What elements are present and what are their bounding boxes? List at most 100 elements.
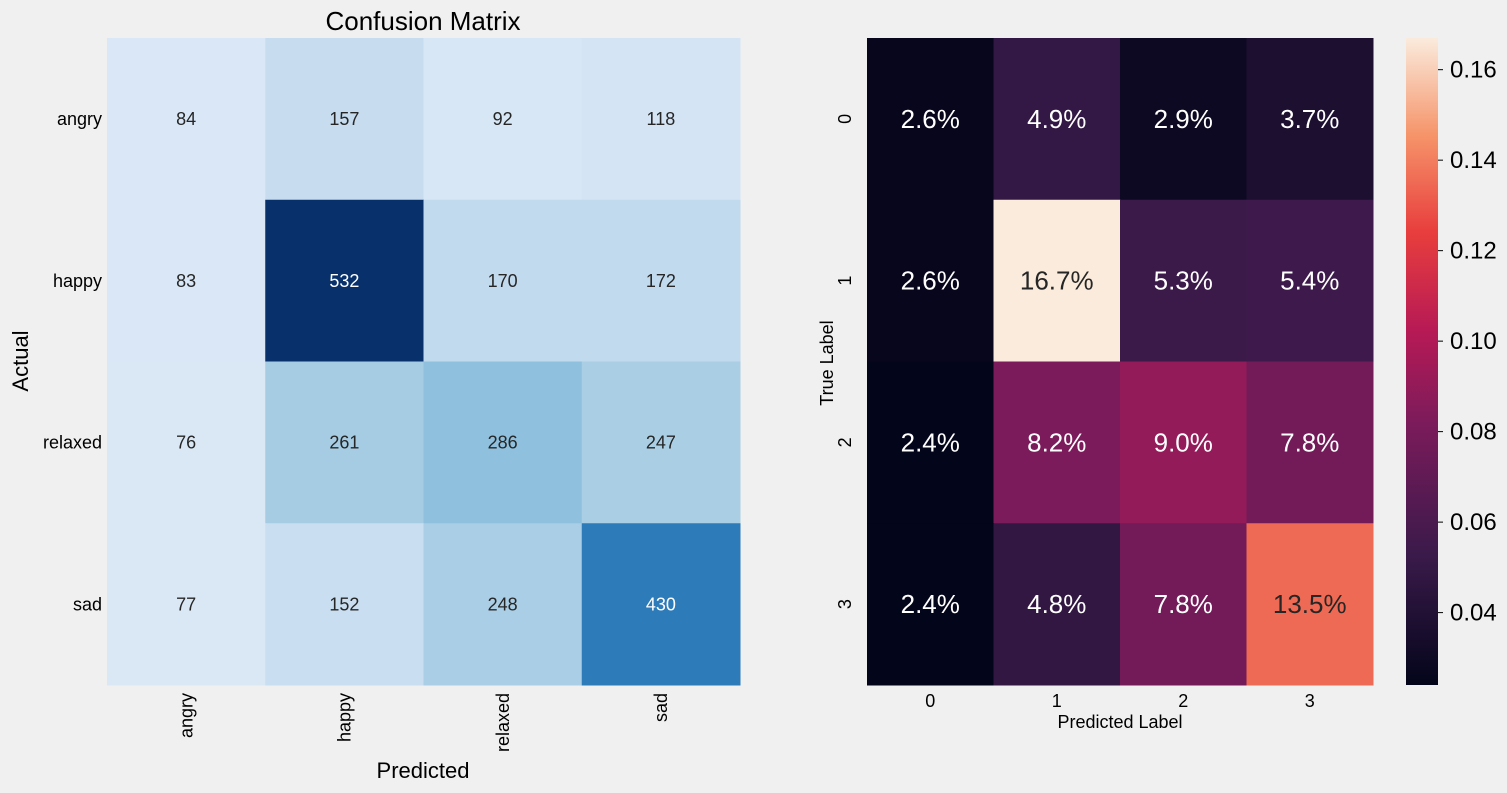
right-heatmap-cells [867, 38, 1374, 686]
heatmap-cell [1246, 361, 1374, 524]
cell-value-label: 2.9% [1154, 104, 1213, 134]
cell-value-label: 532 [329, 271, 359, 291]
cell-value-label: 248 [488, 594, 518, 614]
left-chart-title: Confusion Matrix [325, 6, 520, 36]
heatmap-cell [265, 523, 424, 686]
cell-value-label: 2.4% [901, 589, 960, 619]
colorbar-tick-label: 0.16 [1450, 57, 1497, 84]
colorbar-tick-label: 0.06 [1450, 509, 1497, 536]
heatmap-cell [581, 199, 741, 362]
x-tick-label: 1 [1052, 691, 1062, 711]
cell-value-label: 152 [329, 594, 359, 614]
left-x-tick-labels: angry happy relaxed sad [176, 693, 671, 752]
heatmap-cell [423, 199, 583, 362]
cell-value-label: 5.3% [1154, 266, 1213, 296]
cell-value-label: 430 [646, 594, 676, 614]
cell-value-label: 77 [176, 594, 196, 614]
x-tick-label: 2 [1178, 691, 1188, 711]
cell-value-label: 2.6% [901, 104, 960, 134]
right-y-axis-label: True Label [817, 320, 837, 405]
percentage-heatmap-chart: 2.6% 4.9% 2.9% 3.7% 2.6% 16.7% 5.3% 5.4% 2.4% 8.2… [817, 38, 1374, 732]
heatmap-cell [265, 199, 424, 362]
y-tick-label: sad [73, 594, 102, 614]
heatmap-cell [581, 361, 741, 524]
y-tick-label: relaxed [43, 433, 102, 453]
heatmap-cell [1120, 38, 1247, 201]
y-tick-label: 0 [835, 114, 855, 124]
colorbar: 0.04 0.06 0.08 0.10 0.12 0.14 0.16 [1406, 38, 1497, 685]
x-tick-label: 3 [1305, 691, 1315, 711]
y-tick-label: happy [53, 271, 102, 291]
heatmap-cell [1120, 361, 1247, 524]
cell-value-label: 83 [176, 271, 196, 291]
x-tick-label: sad [651, 693, 671, 722]
cell-value-label: 9.0% [1154, 427, 1213, 457]
y-tick-label: 2 [835, 437, 855, 447]
heatmap-cell [993, 361, 1121, 524]
colorbar-tick-label: 0.12 [1450, 238, 1497, 265]
colorbar-tick-label: 0.10 [1450, 328, 1497, 355]
cell-value-label: 118 [647, 109, 676, 129]
colorbar-tick-label: 0.14 [1450, 147, 1497, 174]
right-y-tick-labels: 0 1 2 3 [835, 114, 855, 609]
confusion-matrix-chart: Confusion Matrix 84 157 92 118 83 532 170 172 76… [8, 6, 741, 783]
heatmap-cell [107, 199, 266, 362]
cell-value-label: 76 [176, 433, 196, 453]
heatmap-cell [1120, 199, 1247, 362]
cell-value-label: 2.4% [901, 427, 960, 457]
right-x-axis-label: Predicted Label [1057, 712, 1182, 732]
colorbar-gradient [1406, 38, 1438, 685]
heatmap-cell [265, 361, 424, 524]
cell-value-label: 4.9% [1027, 104, 1086, 134]
cell-value-label: 286 [488, 433, 518, 453]
heatmap-cell [107, 38, 266, 201]
cell-value-label: 8.2% [1027, 427, 1086, 457]
y-tick-label: 3 [835, 599, 855, 609]
heatmap-cell [581, 523, 741, 686]
cell-value-label: 3.7% [1280, 104, 1339, 134]
cell-value-label: 5.4% [1280, 266, 1339, 296]
x-tick-label: happy [335, 693, 355, 742]
colorbar-tick-label: 0.04 [1450, 600, 1497, 627]
heatmap-cell [265, 38, 424, 201]
cell-value-label: 7.8% [1154, 589, 1213, 619]
left-y-axis-label: Actual [8, 330, 33, 391]
heatmap-cell [423, 361, 583, 524]
heatmap-cell [1246, 199, 1374, 362]
heatmap-cell [423, 38, 583, 201]
heatmap-cell [1246, 38, 1374, 201]
heatmap-cell [1120, 523, 1247, 686]
cell-value-label: 4.8% [1027, 589, 1086, 619]
left-heatmap-cells [107, 38, 741, 686]
heatmap-cell [993, 199, 1121, 362]
cell-value-label: 157 [329, 109, 359, 129]
heatmap-cell [107, 523, 266, 686]
heatmap-cell [867, 38, 994, 201]
cell-value-label: 172 [646, 271, 676, 291]
colorbar-ticks: 0.04 0.06 0.08 0.10 0.12 0.14 0.16 [1438, 57, 1497, 627]
heatmap-cell [867, 199, 994, 362]
heatmap-cell [423, 523, 583, 686]
heatmap-cell [107, 361, 266, 524]
cell-value-label: 2.6% [901, 266, 960, 296]
heatmap-cell [867, 361, 994, 524]
cell-value-label: 261 [329, 433, 359, 453]
cell-value-label: 170 [488, 271, 518, 291]
left-x-axis-label: Predicted [377, 758, 470, 783]
left-heatmap-cell-labels: 84 157 92 118 83 532 170 172 76 261 286 247 77 152 248… [176, 109, 676, 614]
heatmap-cell [993, 38, 1121, 201]
heatmap-cell [993, 523, 1121, 686]
x-tick-label: 0 [925, 691, 935, 711]
cell-value-label: 247 [646, 433, 676, 453]
x-tick-label: angry [176, 693, 196, 738]
cell-value-label: 84 [176, 109, 196, 129]
left-y-tick-labels: angry happy relaxed sad [43, 109, 102, 614]
heatmap-cell [867, 523, 994, 686]
cell-value-label: 92 [493, 109, 513, 129]
right-heatmap-cell-labels: 2.6% 4.9% 2.9% 3.7% 2.6% 16.7% 5.3% 5.4% 2.4% 8.2… [901, 104, 1347, 619]
heatmap-cell [581, 38, 741, 201]
x-tick-label: relaxed [493, 693, 513, 752]
heatmap-cell [1246, 523, 1374, 686]
colorbar-tick-label: 0.08 [1450, 419, 1497, 446]
